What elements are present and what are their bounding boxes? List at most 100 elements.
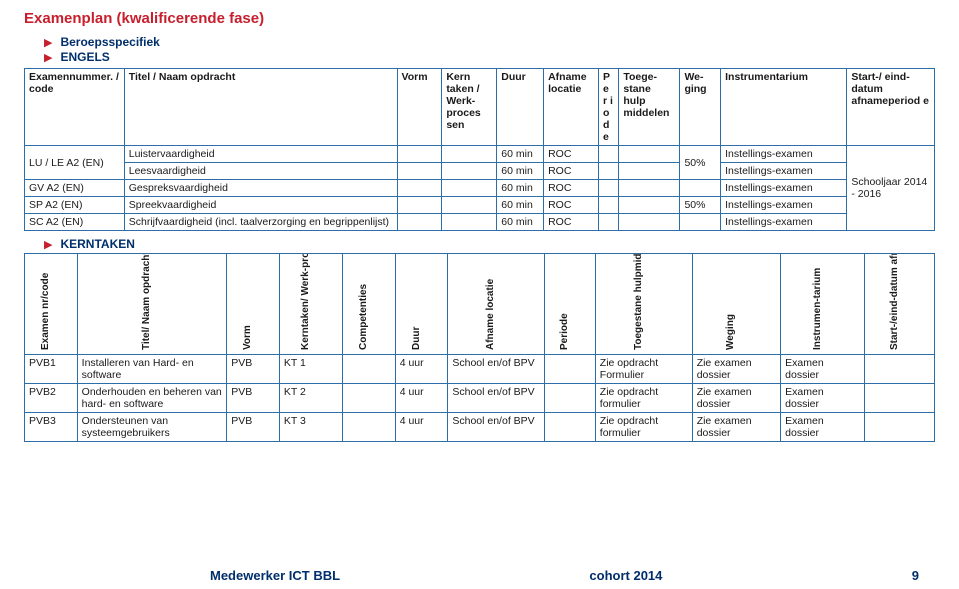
- cell-duur: 60 min: [497, 197, 544, 214]
- th-periode: Periode: [545, 254, 596, 355]
- cell: [865, 384, 935, 413]
- table-row: PVB2 Onderhouden en beheren van hard- en…: [25, 384, 935, 413]
- table-row: LU / LE A2 (EN) Luistervaardigheid 60 mi…: [25, 146, 935, 163]
- cell-instr: Instellings-examen: [721, 180, 847, 197]
- cell-kt: [442, 180, 497, 197]
- table-row: SC A2 (EN) Schrijfvaardigheid (incl. taa…: [25, 214, 935, 231]
- cell: Examen dossier: [781, 355, 865, 384]
- cell: PVB: [227, 384, 280, 413]
- cell-weging: 50%: [680, 197, 721, 214]
- cell-titel: Luistervaardigheid: [124, 146, 397, 163]
- cell: KT 3: [279, 413, 342, 442]
- th-duur: Duur: [497, 69, 544, 146]
- cell-vorm: [397, 197, 442, 214]
- cell-hulp: [619, 180, 680, 197]
- cell: PVB: [227, 355, 280, 384]
- cell: 4 uur: [395, 355, 448, 384]
- th-afname: Afname locatie: [448, 254, 545, 355]
- cell-kt: [442, 214, 497, 231]
- cell-kt: [442, 197, 497, 214]
- cell-loc: ROC: [544, 180, 599, 197]
- th-kerntaken: Kern taken / Werk-proces sen: [442, 69, 497, 146]
- cell-periode: [599, 214, 619, 231]
- th-instrumentarium: Instrumen-tarium: [781, 254, 865, 355]
- th-weging: We-ging: [680, 69, 721, 146]
- th-start-eind: Start-/ eind-datum afnameperiod e: [847, 69, 935, 146]
- cell-loc: ROC: [544, 197, 599, 214]
- engels-table: Examennummer. / code Titel / Naam opdrac…: [24, 68, 935, 231]
- th-examennummer: Examennummer. / code: [25, 69, 125, 146]
- cell-vorm: [397, 214, 442, 231]
- th-afname: Afname locatie: [544, 69, 599, 146]
- cell-titel: Schrijfvaardigheid (incl. taalverzorging…: [124, 214, 397, 231]
- cell: [343, 384, 396, 413]
- page-footer: Medewerker ICT BBL cohort 2014 9: [0, 568, 959, 583]
- cell-duur: 60 min: [497, 180, 544, 197]
- cell: School en/of BPV: [448, 413, 545, 442]
- table-row: PVB3 Ondersteunen van systeemgebruikers …: [25, 413, 935, 442]
- cell: Examen dossier: [781, 413, 865, 442]
- cell: Onderhouden en beheren van hard- en soft…: [77, 384, 227, 413]
- triangle-icon: ▶: [44, 51, 52, 64]
- cell-periode: [599, 163, 619, 180]
- cell-duur: 60 min: [497, 163, 544, 180]
- cell: KT 1: [279, 355, 342, 384]
- th-kerntaken: Kerntaken/ Werk-processen: [279, 254, 342, 355]
- table-header-row: Examen nr/code Titel/ Naam opdracht Vorm…: [25, 254, 935, 355]
- cell: School en/of BPV: [448, 384, 545, 413]
- th-start-eind: Start-/eind-datum afnameperiode: [865, 254, 935, 355]
- cell: School en/of BPV: [448, 355, 545, 384]
- cell-kt: [442, 146, 497, 163]
- page-title: Examenplan (kwalificerende fase): [24, 10, 935, 27]
- kerntaken-table: Examen nr/code Titel/ Naam opdracht Vorm…: [24, 253, 935, 442]
- bullet-label: ENGELS: [60, 50, 109, 64]
- cell-instr: Instellings-examen: [721, 163, 847, 180]
- cell-code: SC A2 (EN): [25, 214, 125, 231]
- cell-duur: 60 min: [497, 146, 544, 163]
- table-row: PVB1 Installeren van Hard- en software P…: [25, 355, 935, 384]
- cell: Zie opdracht formulier: [595, 384, 692, 413]
- bullet-engels: ▶ ENGELS: [44, 50, 935, 64]
- cell: PVB3: [25, 413, 78, 442]
- cell-instr: Instellings-examen: [721, 197, 847, 214]
- cell: Ondersteunen van systeemgebruikers: [77, 413, 227, 442]
- cell-vorm: [397, 146, 442, 163]
- cell-hulp: [619, 197, 680, 214]
- cell-weging: [680, 180, 721, 197]
- cell-periode: [599, 146, 619, 163]
- cell-instr: Instellings-examen: [721, 214, 847, 231]
- cell-duur: 60 min: [497, 214, 544, 231]
- th-duur: Duur: [395, 254, 448, 355]
- cell-schooljaar: Schooljaar 2014 - 2016: [847, 146, 935, 231]
- table-row: Leesvaardigheid 60 min ROC Instellings-e…: [25, 163, 935, 180]
- footer-page-number: 9: [912, 568, 919, 583]
- table-row: GV A2 (EN) Gespreksvaardigheid 60 min RO…: [25, 180, 935, 197]
- cell-titel: Gespreksvaardigheid: [124, 180, 397, 197]
- cell-hulp: [619, 146, 680, 163]
- th-hulp: Toegestane hulpmiddelen: [595, 254, 692, 355]
- cell: Zie examen dossier: [692, 413, 780, 442]
- cell: PVB1: [25, 355, 78, 384]
- th-examen-nr: Examen nr/code: [25, 254, 78, 355]
- th-hulp: Toege-stane hulp middelen: [619, 69, 680, 146]
- cell: [343, 413, 396, 442]
- cell: KT 2: [279, 384, 342, 413]
- cell-vorm: [397, 180, 442, 197]
- triangle-icon: ▶: [44, 238, 52, 251]
- th-vorm: Vorm: [227, 254, 280, 355]
- bullet-label: Beroepsspecifiek: [60, 35, 159, 49]
- cell: Zie opdracht formulier: [595, 413, 692, 442]
- cell-periode: [599, 197, 619, 214]
- cell: [545, 355, 596, 384]
- kerntaken-heading: ▶ KERNTAKEN: [24, 237, 935, 251]
- cell: [545, 413, 596, 442]
- cell-loc: ROC: [544, 163, 599, 180]
- table-row: SP A2 (EN) Spreekvaardigheid 60 min ROC …: [25, 197, 935, 214]
- cell: Zie examen dossier: [692, 355, 780, 384]
- th-instrumentarium: Instrumentarium: [721, 69, 847, 146]
- cell-code: LU / LE A2 (EN): [25, 146, 125, 180]
- cell-periode: [599, 180, 619, 197]
- cell-kt: [442, 163, 497, 180]
- footer-left: Medewerker ICT BBL: [210, 568, 340, 583]
- cell: [343, 355, 396, 384]
